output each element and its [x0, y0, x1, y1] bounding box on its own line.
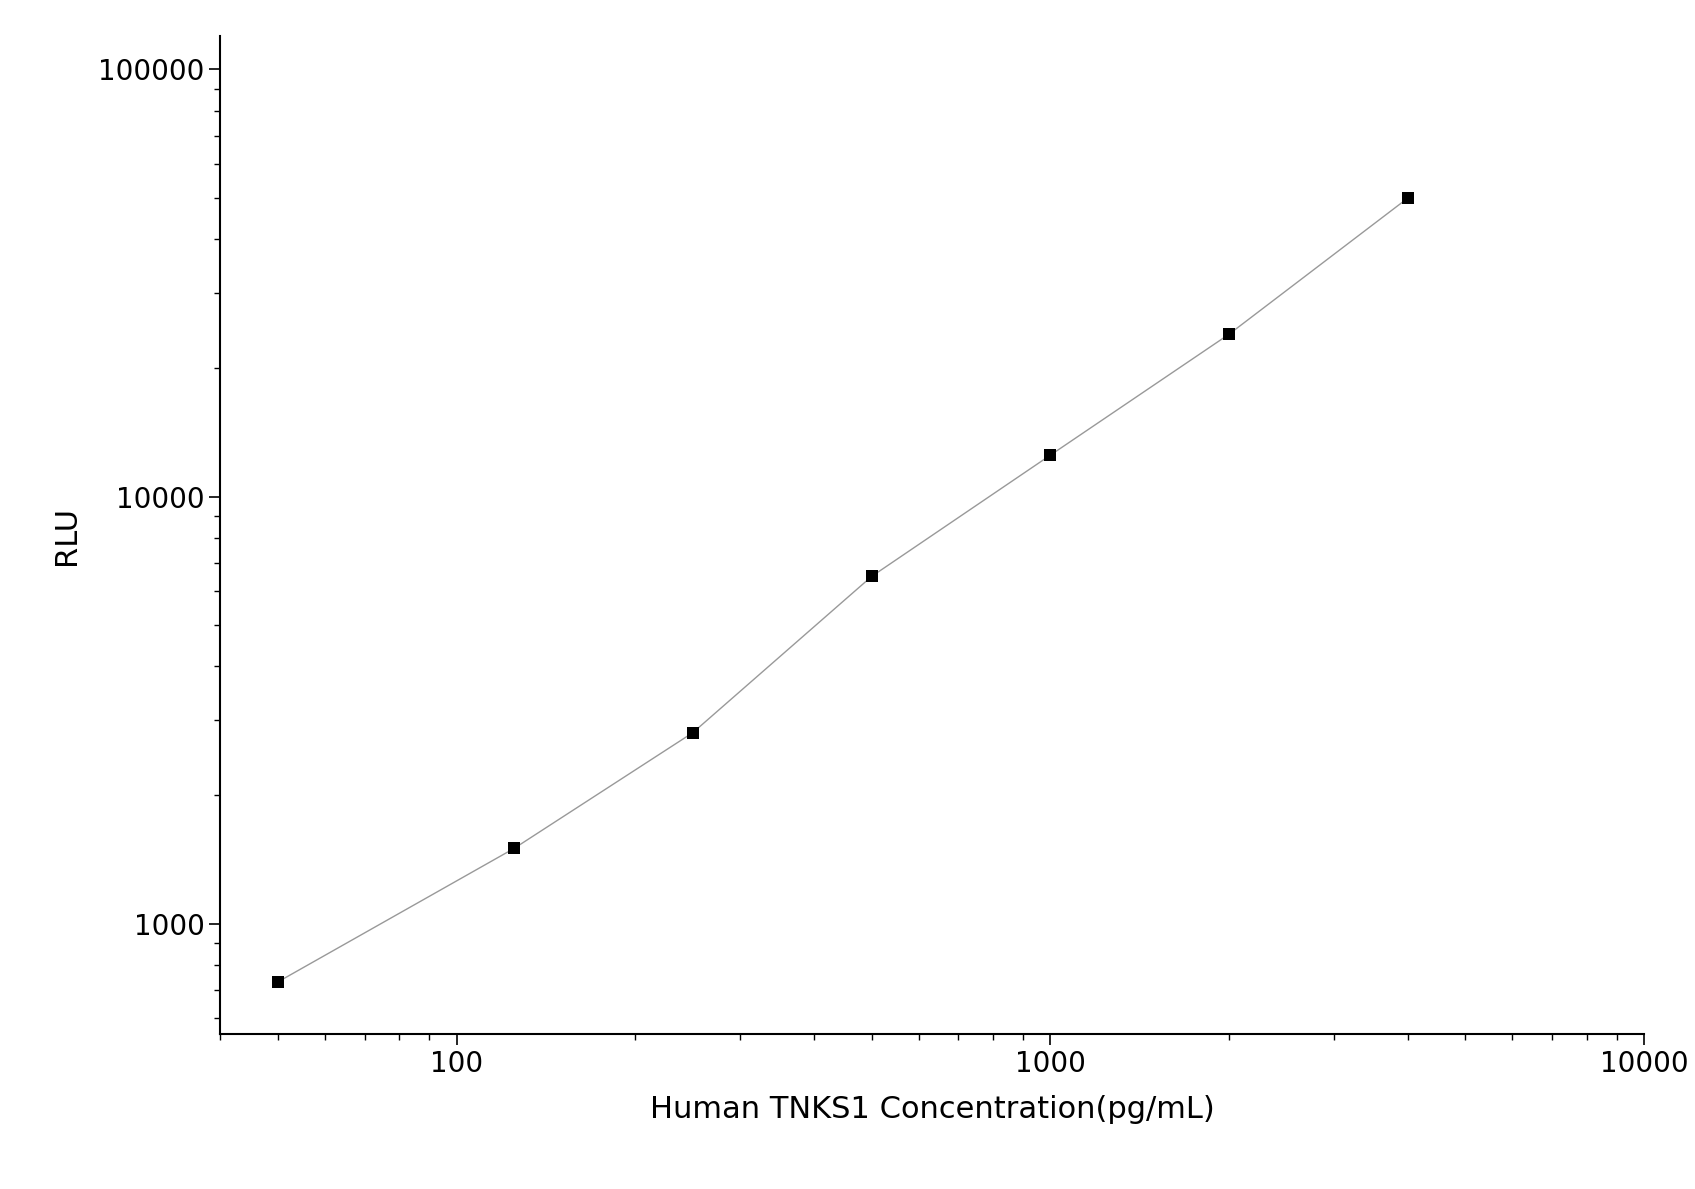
Point	[858, 567, 885, 586]
Point	[1215, 325, 1242, 344]
Point	[1395, 189, 1422, 208]
X-axis label: Human TNKS1 Concentration(pg/mL): Human TNKS1 Concentration(pg/mL)	[649, 1095, 1215, 1124]
Point	[1037, 446, 1064, 465]
Y-axis label: RLU: RLU	[53, 505, 81, 565]
Point	[680, 723, 707, 742]
Point	[264, 973, 292, 992]
Point	[500, 839, 527, 858]
